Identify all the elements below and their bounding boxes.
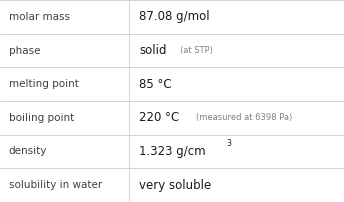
Text: 220 °C: 220 °C [139, 111, 180, 124]
Text: (at STP): (at STP) [180, 46, 213, 55]
Text: density: density [9, 146, 47, 157]
Text: melting point: melting point [9, 79, 78, 89]
Text: 3: 3 [226, 139, 231, 148]
Text: 1.323 g/cm: 1.323 g/cm [139, 145, 206, 158]
Text: (measured at 6398 Pa): (measured at 6398 Pa) [196, 113, 293, 122]
Text: solubility in water: solubility in water [9, 180, 102, 190]
Text: solid: solid [139, 44, 167, 57]
Text: 87.08 g/mol: 87.08 g/mol [139, 10, 210, 23]
Text: molar mass: molar mass [9, 12, 69, 22]
Text: phase: phase [9, 45, 40, 56]
Text: very soluble: very soluble [139, 179, 212, 192]
Text: 85 °C: 85 °C [139, 78, 172, 91]
Text: boiling point: boiling point [9, 113, 74, 123]
